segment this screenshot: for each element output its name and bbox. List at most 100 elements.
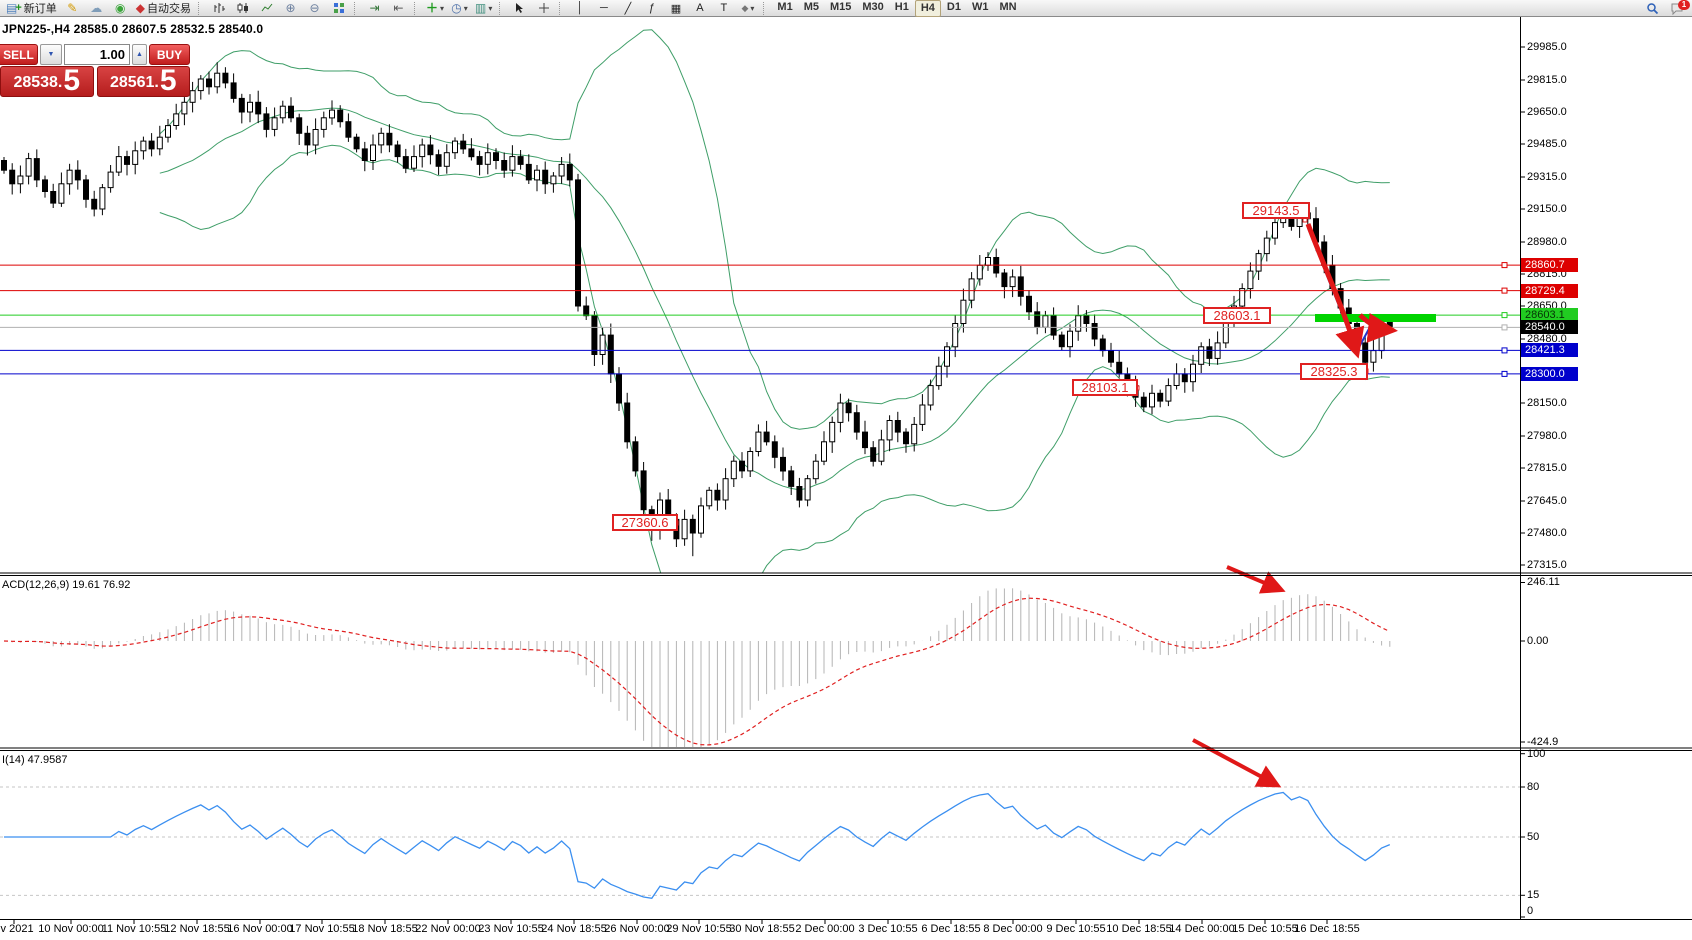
rsi-tick-label: 15 <box>1527 889 1540 902</box>
price-tick-label: 29315.0 <box>1527 170 1567 183</box>
new-order-icon: ▤ <box>6 1 18 15</box>
sell-price-pip: 5 <box>63 66 81 97</box>
timeframe-d1[interactable]: D1 <box>946 1 961 13</box>
rsi-indicator-label: I(14) 47.9587 <box>2 754 68 766</box>
volume-increase-button[interactable]: ▲ <box>132 44 147 65</box>
new-order-label: 新订单 <box>23 3 57 15</box>
grid-tool[interactable]: ▦ <box>670 2 682 15</box>
time-axis-label: 17 Nov 10:55 <box>289 923 355 935</box>
time-axis-label: 12 Nov 18:55 <box>164 923 230 935</box>
time-axis-label: 29 Nov 10:55 <box>666 923 732 935</box>
price-tag-current: 28540.0 <box>1521 320 1578 335</box>
sell-button[interactable]: SELL <box>0 44 38 65</box>
tile-windows-button[interactable] <box>327 0 350 17</box>
rsi-tick-label: 100 <box>1527 747 1546 760</box>
timeframe-h4[interactable]: H4 <box>914 0 941 17</box>
periods-button[interactable]: ◷ ▾ <box>448 0 471 17</box>
annotation-level-28603[interactable]: 28603.1 <box>1203 307 1271 324</box>
auto-trading-button[interactable]: ◆ 自动交易 <box>133 0 194 17</box>
indicators-button[interactable]: ＋ ▾ <box>423 0 447 17</box>
volume-decrease-button[interactable]: ▼ <box>40 44 62 65</box>
price-tick-label: 29815.0 <box>1527 73 1567 86</box>
toolbar-separator <box>499 1 505 15</box>
volume-input[interactable] <box>64 44 130 65</box>
trendline-tool[interactable]: ╱ <box>624 2 632 15</box>
toolbar-separator <box>198 1 204 15</box>
rsi-tick-label: 80 <box>1527 780 1540 793</box>
annotation-low-28325[interactable]: 28325.3 <box>1300 363 1368 380</box>
time-axis-label: 15 Dec 10:55 <box>1232 923 1298 935</box>
buy-price-display[interactable]: 28561. 5 <box>96 66 190 97</box>
caret-up-icon: ▲ <box>136 51 143 58</box>
crayon-button[interactable]: ✎ <box>61 0 84 17</box>
buy-button[interactable]: BUY <box>149 44 190 65</box>
timeframe-m5[interactable]: M5 <box>803 1 819 13</box>
vertical-line-tool[interactable]: │ <box>576 2 584 14</box>
timeframe-mn[interactable]: MN <box>999 1 1017 13</box>
chart-shift-button[interactable]: ⇤ <box>387 0 410 17</box>
timeframe-m30[interactable]: M30 <box>862 1 884 13</box>
timeframe-group: M1 M5 M15 M30 H1 H4 D1 W1 MN <box>772 0 1021 17</box>
cursor-arrow-icon <box>516 3 524 13</box>
crosshair-button[interactable] <box>532 0 555 17</box>
auto-scroll-icon: ⇥ <box>369 1 380 15</box>
annotation-high-29143[interactable]: 29143.5 <box>1242 202 1310 219</box>
profile-button[interactable]: ☁ <box>85 0 108 17</box>
fibonacci-tool[interactable]: ƒ <box>648 2 655 14</box>
templates-button[interactable]: ▥ ▾ <box>472 0 495 17</box>
shapes-icon: ◆ <box>741 3 749 13</box>
time-axis-label: 22 Nov 00:00 <box>415 923 481 935</box>
annotation-low-27360[interactable]: 27360.6 <box>612 514 678 531</box>
toolbar-separator <box>763 1 769 15</box>
rsi-tick-label: 0 <box>1527 905 1534 917</box>
timeframe-m1[interactable]: M1 <box>777 1 793 13</box>
timeframe-w1[interactable]: W1 <box>971 1 989 13</box>
shapes-button[interactable]: ◆ ▾ <box>736 0 759 17</box>
text-tool[interactable]: A <box>696 2 704 14</box>
time-axis-label: 2 Dec 00:00 <box>795 923 855 935</box>
template-chart-icon: ▥ <box>475 1 487 15</box>
rsi-tick-label: 50 <box>1527 831 1540 843</box>
timeframe-h1[interactable]: H1 <box>894 1 909 13</box>
label-tool[interactable]: T <box>720 2 728 14</box>
time-axis-label: 9 Dec 10:55 <box>1046 923 1106 935</box>
toolbar-separator <box>559 1 565 15</box>
time-axis-label: ov 2021 <box>0 923 34 935</box>
tile-windows-icon <box>333 3 344 13</box>
zoom-out-icon: ⊖ <box>309 1 320 15</box>
annotation-low-28103[interactable]: 28103.1 <box>1072 379 1138 396</box>
time-axis-label: 24 Nov 18:55 <box>541 923 607 935</box>
crosshair-icon <box>538 3 549 13</box>
signal-button[interactable]: ◉ <box>109 0 132 17</box>
timeframe-m15[interactable]: M15 <box>829 1 852 13</box>
line-chart-icon <box>261 3 272 12</box>
horizontal-line-tool[interactable]: ─ <box>600 2 608 14</box>
search-button[interactable] <box>1641 0 1664 17</box>
buy-price-pip: 5 <box>159 66 177 97</box>
bar-chart-button[interactable] <box>207 0 230 17</box>
clock-icon: ◷ <box>451 1 462 15</box>
time-axis-label: 3 Dec 10:55 <box>858 923 918 935</box>
macd-tick-label: -424.9 <box>1527 735 1559 748</box>
time-axis-label: 10 Dec 18:55 <box>1106 923 1172 935</box>
notifications-button[interactable]: 1 <box>1665 0 1690 17</box>
price-tick-label: 27980.0 <box>1527 430 1567 443</box>
time-axis-label: 14 Dec 00:00 <box>1169 923 1235 935</box>
search-icon <box>1647 2 1659 14</box>
main-toolbar: ▤ + 新订单 ✎ ☁ ◉ ◆ 自动交易 ⊕ ⊖ ⇥ ⇤ ＋ ▾ ◷ ▾ ▥ ▾ │ ─ ╱… <box>0 0 1692 17</box>
chevron-down-icon: ▾ <box>440 3 445 13</box>
line-chart-button[interactable] <box>255 0 278 17</box>
sell-price-display[interactable]: 28538. 5 <box>0 66 94 97</box>
new-order-button[interactable]: ▤ + 新订单 <box>3 0 60 17</box>
time-axis-label: 23 Nov 10:55 <box>478 923 544 935</box>
zoom-in-button[interactable]: ⊕ <box>279 0 302 17</box>
candlestick-button[interactable] <box>231 0 254 17</box>
price-tick-label: 28980.0 <box>1527 235 1567 248</box>
auto-scroll-button[interactable]: ⇥ <box>363 0 386 17</box>
zoom-out-button[interactable]: ⊖ <box>303 0 326 17</box>
drawing-tools-group: │ ─ ╱ ƒ ▦ A T <box>568 0 735 17</box>
notification-badge: 1 <box>1678 0 1690 10</box>
cursor-button[interactable] <box>508 0 531 17</box>
